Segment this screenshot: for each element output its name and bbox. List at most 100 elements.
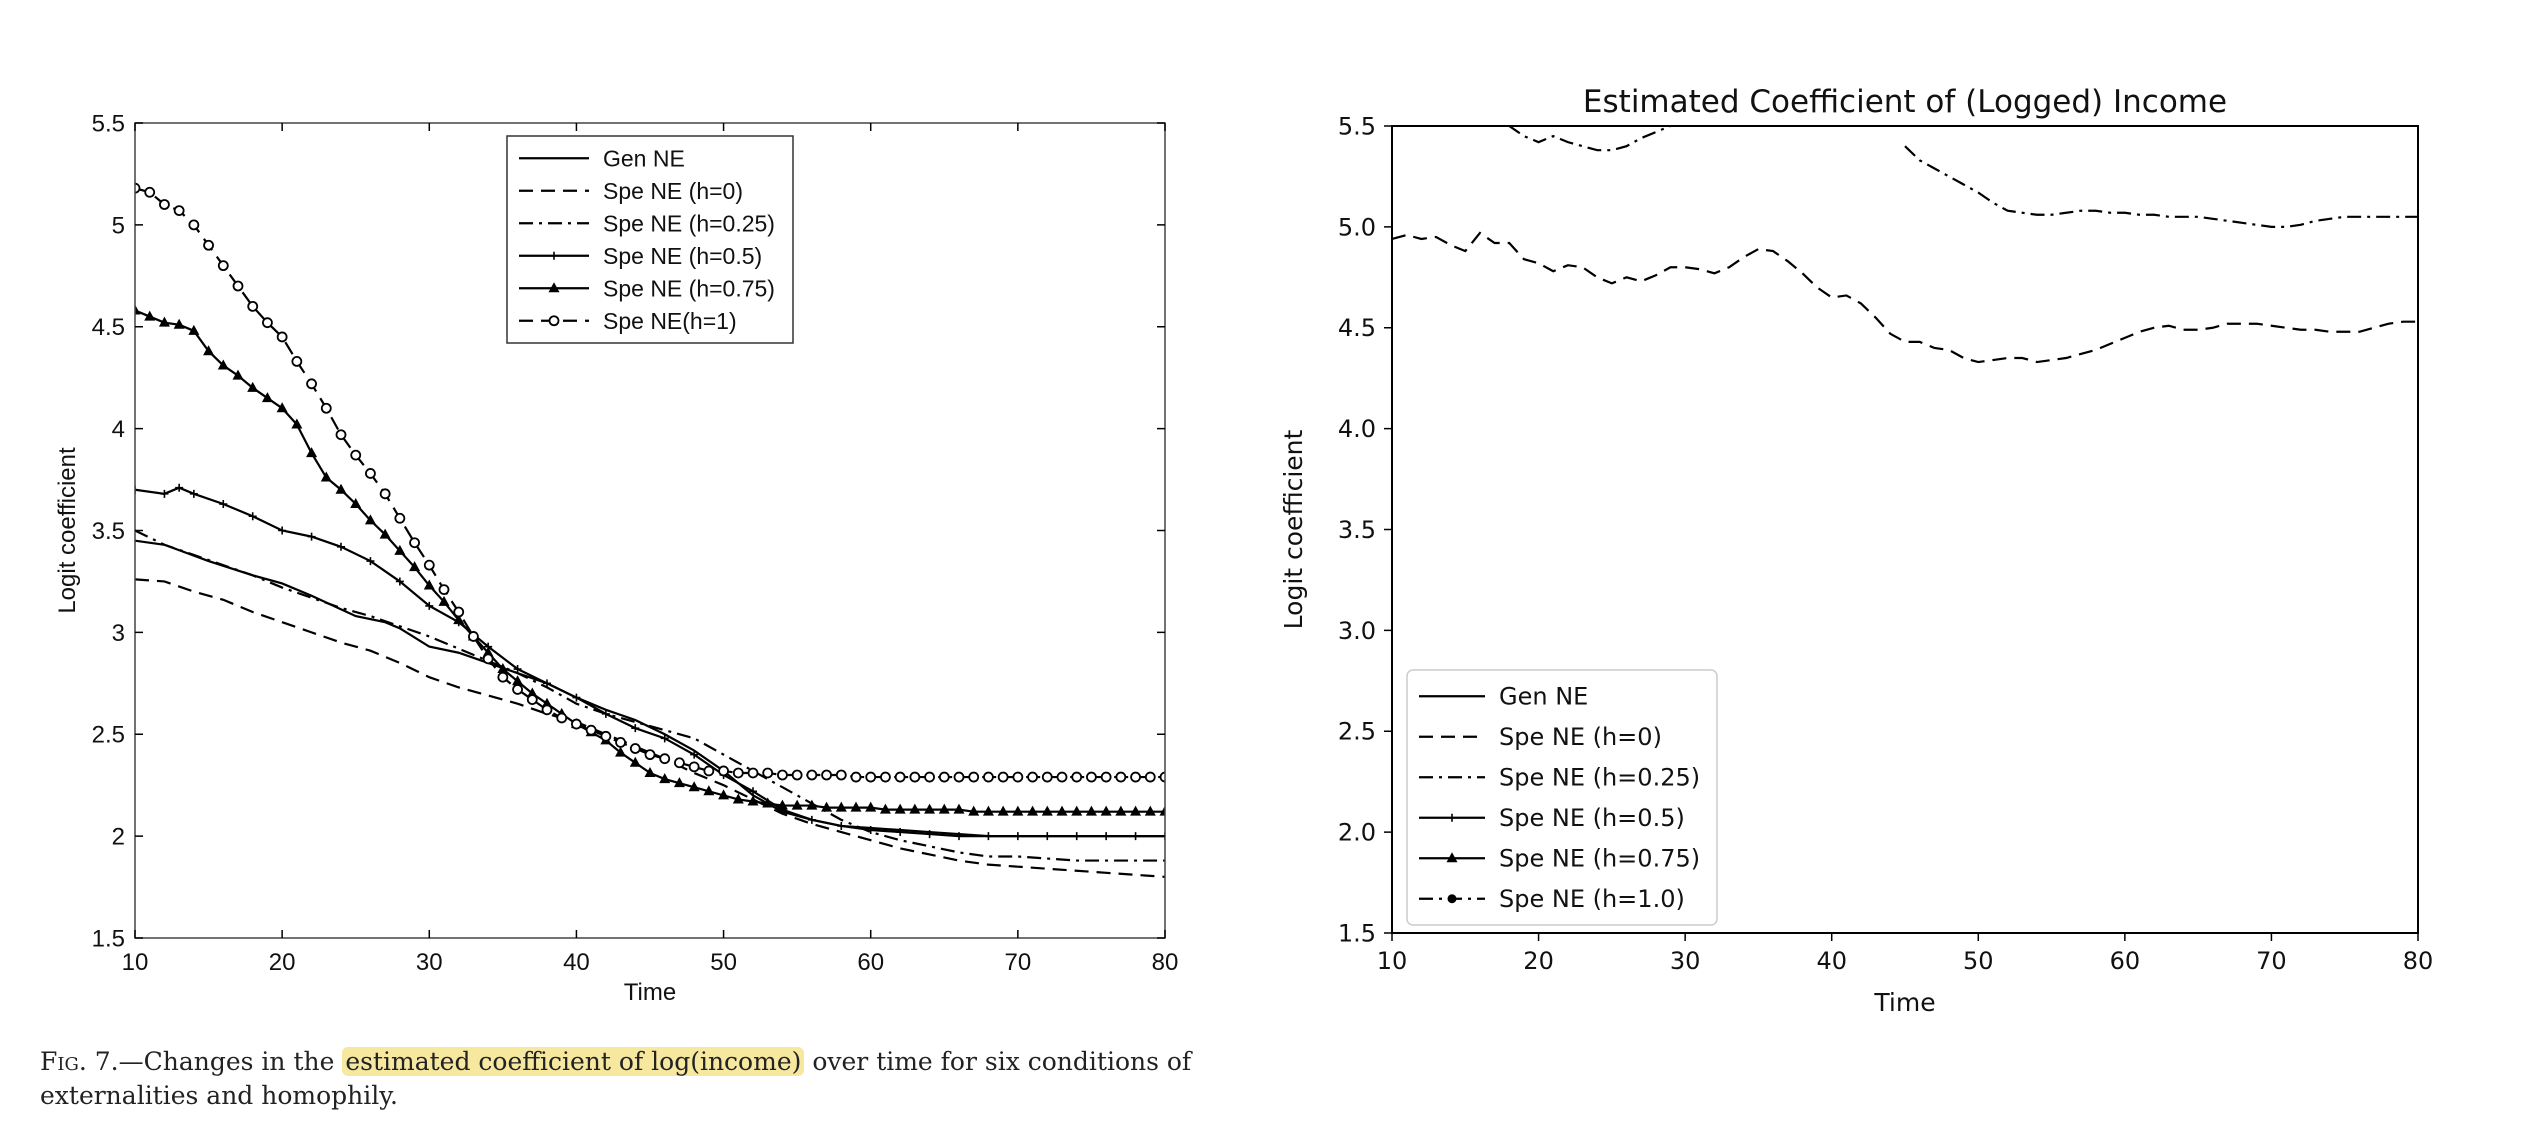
point-spe-ne-h-1 [350,449,362,461]
point-spe-ne-h-0-75 [703,785,715,796]
point-spe-ne-h-1 [188,219,200,231]
legend-marker-spe-ne-h-0-5 [550,251,558,260]
point-spe-ne-h-1 [262,317,273,329]
point-spe-ne-h-0-75 [821,801,833,812]
point-spe-ne-h-0-75 [497,663,509,674]
point-spe-ne-h-0-5 [425,601,434,610]
point-spe-ne-h-1 [983,771,994,783]
point-spe-ne-h-1 [203,239,214,251]
x-axis-label: Time [1873,988,1935,1017]
point-spe-ne-h-1 [953,771,965,783]
x-tick-label: 60 [2110,947,2141,975]
legend-label-spe-ne-h-0-5: Spe NE (h=0.5) [603,243,762,269]
point-spe-ne-h-1 [850,771,862,783]
x-tick-label: 40 [1816,947,1847,975]
legend-marker-spe-ne-h-1 [548,315,560,327]
legend-label-spe-ne-h-0: Spe NE (h=0) [603,178,743,204]
point-spe-ne-h-0-75 [791,799,803,810]
point-spe-ne-h-1 [497,671,509,683]
point-spe-ne-h-1 [1071,771,1083,783]
point-spe-ne-h-1 [924,771,935,783]
point-spe-ne-h-1 [438,584,450,595]
point-spe-ne-h-1 [865,771,877,783]
point-spe-ne-h-1 [468,631,479,642]
point-spe-ne-h-1 [1012,771,1024,783]
point-spe-ne-h-1 [1041,771,1053,783]
point-spe-ne-h-1 [423,559,435,571]
series-line-spe-ne-h-0 [135,578,1165,878]
chart-left: 10 20 30 40 50 60 70 80 1.5 2 2.5 3 3.5 4 4.5 5 5.5 Time L… [54,110,1178,1006]
point-spe-ne-h-0-75 [997,805,1009,816]
point-spe-ne-h-1 [806,769,818,781]
point-spe-ne-h-1 [571,718,582,730]
legend: Gen NE Spe NE (h=0) Spe NE (h=0.25) Spe NE … [506,135,794,344]
legend-marker-spe-ne-h-0-75 [548,282,560,293]
point-spe-ne-h-0-5 [925,830,934,839]
y-tick-label: 2.5 [92,722,125,749]
point-spe-ne-h-0-75 [423,579,435,590]
y-tick-label: 3.0 [1338,617,1376,645]
point-spe-ne-h-0-75 [1012,805,1024,816]
y-tick-label: 2 [112,824,125,851]
point-spe-ne-h-1 [938,771,950,783]
point-spe-ne-h-1 [585,724,597,736]
point-spe-ne-h-1 [674,757,685,769]
point-spe-ne-h-0-75 [379,528,391,539]
point-spe-ne-h-0-75 [276,402,288,413]
point-spe-ne-h-1 [835,769,847,781]
point-spe-ne-h-1 [1100,771,1112,783]
point-spe-ne-h-0-75 [394,544,406,555]
point-spe-ne-h-0-5 [248,512,257,521]
point-spe-ne-h-0-5 [837,821,846,830]
series-line-spe-ne-h-0-25-0 [1450,126,1671,152]
point-spe-ne-h-1 [718,765,729,777]
point-spe-ne-h-0-75 [747,795,759,806]
point-spe-ne-h-1 [688,761,700,773]
point-spe-ne-h-1 [1144,771,1156,783]
point-spe-ne-h-1 [135,182,141,194]
y-tick-label: 5.5 [92,110,125,137]
legend-label-spe-ne-h-0-75: Spe NE (h=0.75) [1499,845,1700,873]
point-spe-ne-h-1 [1027,771,1038,783]
legend-label-gen-ne: Gen NE [603,145,685,171]
x-tick-label: 20 [1523,947,1554,975]
point-spe-ne-h-1 [791,769,803,781]
point-spe-ne-h-0-75 [718,789,730,800]
point-spe-ne-h-1 [173,205,185,217]
point-spe-ne-h-0-5 [1131,832,1140,841]
point-spe-ne-h-0-75 [953,803,965,814]
legend-label-spe-ne-h-0-25: Spe NE (h=0.25) [603,210,775,236]
point-spe-ne-h-0-75 [1041,805,1053,816]
point-spe-ne-h-0-75 [1085,805,1097,816]
y-tick-label: 5.0 [1338,213,1376,241]
legend-label-spe-ne-h-0: Spe NE (h=0) [1499,723,1662,751]
point-spe-ne-h-0-75 [135,304,141,315]
point-spe-ne-h-0-75 [1130,805,1142,816]
point-spe-ne-h-0-5 [660,734,669,743]
x-tick-label: 60 [857,949,884,976]
series-line-spe-ne-h-0-25-1 [1904,145,2418,228]
point-spe-ne-h-0-5 [160,489,169,498]
x-tick-label: 30 [1670,947,1701,975]
point-spe-ne-h-0-75 [850,801,862,812]
point-spe-ne-h-0-5 [572,693,581,702]
point-spe-ne-h-1 [600,730,612,742]
point-spe-ne-h-0-5 [631,724,640,733]
legend-marker-spe-ne-h-0-5 [1448,813,1456,822]
caption-highlight: estimated coefficient of log(income) [342,1047,805,1076]
point-spe-ne-h-0-5 [1043,832,1052,841]
point-spe-ne-h-0-75 [806,799,818,810]
series-line-spe-ne-h-0-5 [135,486,1165,838]
point-spe-ne-h-0-75 [688,781,700,792]
x-tick-label: 30 [416,949,443,976]
x-tick-label: 80 [2403,947,2434,975]
point-spe-ne-h-0-75 [659,773,671,784]
point-spe-ne-h-1 [394,512,406,524]
y-tick-label: 4.5 [1338,314,1376,342]
legend-box [506,135,794,344]
point-spe-ne-h-0-5 [307,532,316,541]
point-spe-ne-h-1 [320,402,332,414]
point-spe-ne-h-0-75 [1100,805,1112,816]
point-spe-ne-h-1 [909,771,921,783]
chart-title: Estimated Coefficient of (Logged) Income [1583,84,2227,120]
